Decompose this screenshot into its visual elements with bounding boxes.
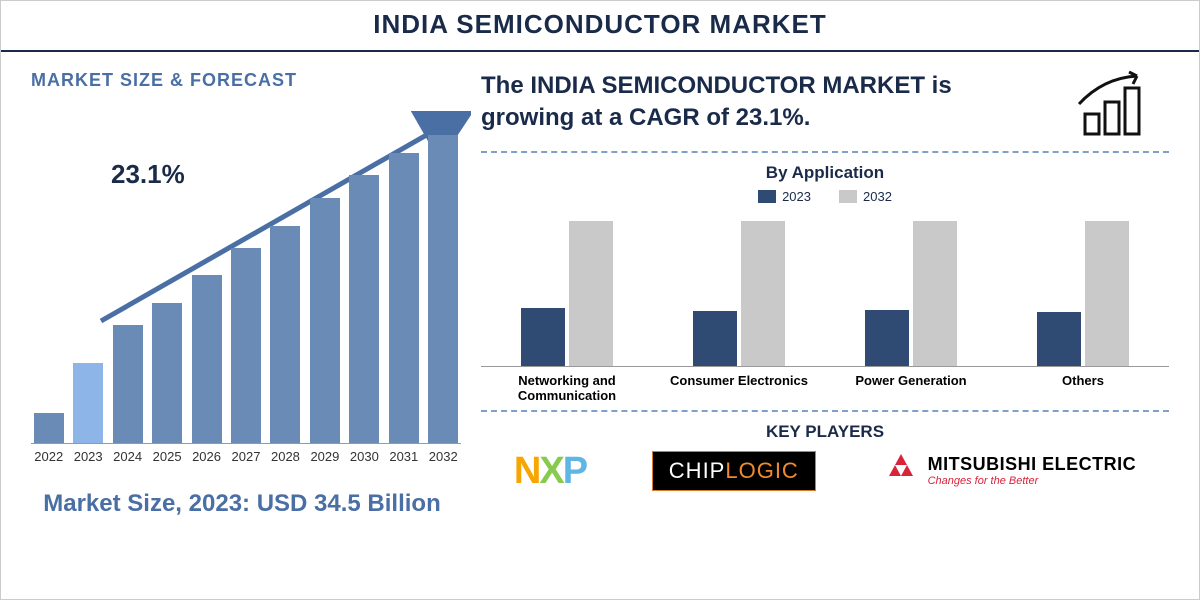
mitsubishi-text: MITSUBISHI ELECTRIC Changes for the Bett… bbox=[928, 455, 1137, 487]
app-bar-group bbox=[674, 221, 804, 366]
infographic-page: INDIA SEMICONDUCTOR MARKET MARKET SIZE &… bbox=[0, 0, 1200, 600]
mitsubishi-tagline: Changes for the Better bbox=[928, 475, 1137, 487]
app-bar-2023 bbox=[693, 311, 737, 366]
app-bar-2032 bbox=[569, 221, 613, 366]
forecast-year-label: 2031 bbox=[386, 449, 421, 471]
forecast-bar bbox=[73, 363, 103, 443]
app-category-label: Consumer Electronics bbox=[664, 374, 814, 404]
app-category-label: Others bbox=[1008, 374, 1158, 404]
forecast-bar bbox=[231, 248, 261, 443]
right-column: The INDIA SEMICONDUCTOR MARKET is growin… bbox=[471, 52, 1199, 600]
forecast-bar-col bbox=[228, 248, 263, 443]
forecast-year-label: 2032 bbox=[426, 449, 461, 471]
legend-item-2023: 2023 bbox=[758, 189, 811, 204]
forecast-bar bbox=[192, 275, 222, 443]
headline: The INDIA SEMICONDUCTOR MARKET is growin… bbox=[481, 70, 1021, 135]
mitsubishi-name: MITSUBISHI ELECTRIC bbox=[928, 455, 1137, 475]
forecast-bar bbox=[113, 325, 143, 443]
forecast-year-label: 2022 bbox=[31, 449, 66, 471]
app-bar-2032 bbox=[741, 221, 785, 366]
forecast-bar-col bbox=[70, 363, 105, 443]
forecast-bar-col bbox=[189, 275, 224, 443]
forecast-bar bbox=[349, 175, 379, 443]
app-bar-2023 bbox=[1037, 312, 1081, 366]
forecast-bar-col bbox=[386, 153, 421, 443]
forecast-heading: MARKET SIZE & FORECAST bbox=[31, 70, 453, 91]
by-app-category-labels: Networking and Communication Consumer Ele… bbox=[481, 374, 1169, 404]
forecast-year-label: 2023 bbox=[70, 449, 105, 471]
market-size-text: Market Size, 2023: USD 34.5 Billion bbox=[31, 489, 453, 519]
forecast-chart: 23.1% 2022202320242025202620272028202920… bbox=[31, 101, 461, 471]
separator-2 bbox=[481, 410, 1169, 412]
forecast-bar-col bbox=[307, 198, 342, 443]
forecast-bar-col bbox=[31, 413, 66, 443]
left-column: MARKET SIZE & FORECAST 23.1% 20222023202… bbox=[1, 52, 471, 600]
page-title: INDIA SEMICONDUCTOR MARKET bbox=[1, 9, 1199, 40]
headline-emph: INDIA SEMICONDUCTOR MARKET bbox=[530, 72, 925, 99]
legend-label-2032: 2032 bbox=[863, 189, 892, 204]
app-bar-2023 bbox=[521, 308, 565, 366]
key-players-logos: NXP CHIPLOGIC MITSUBISHI ELECTRIC Change… bbox=[481, 450, 1169, 493]
app-bar-2023 bbox=[865, 310, 909, 366]
nxp-p: P bbox=[563, 450, 586, 492]
forecast-bar bbox=[270, 226, 300, 443]
by-app-legend: 2023 2032 bbox=[481, 189, 1169, 204]
forecast-baseline bbox=[31, 443, 461, 444]
forecast-bar bbox=[310, 198, 340, 443]
title-band: INDIA SEMICONDUCTOR MARKET bbox=[1, 1, 1199, 52]
forecast-bar bbox=[34, 413, 64, 443]
chiplogic-chip: CHIP bbox=[669, 458, 726, 483]
forecast-bar bbox=[152, 303, 182, 443]
app-bar-group bbox=[502, 221, 632, 366]
forecast-bars bbox=[31, 123, 461, 443]
forecast-bar-col bbox=[268, 226, 303, 443]
by-app-bar-groups bbox=[481, 216, 1169, 366]
mitsubishi-logo: MITSUBISHI ELECTRIC Changes for the Bett… bbox=[882, 454, 1137, 488]
nxp-x: X bbox=[539, 450, 562, 492]
legend-swatch-2032 bbox=[839, 190, 857, 203]
forecast-year-label: 2025 bbox=[149, 449, 184, 471]
app-category-label: Power Generation bbox=[836, 374, 986, 404]
by-app-chart: Networking and Communication Consumer Ele… bbox=[481, 214, 1169, 404]
headline-prefix: The bbox=[481, 72, 530, 99]
forecast-xaxis: 2022202320242025202620272028202920302031… bbox=[31, 449, 461, 471]
key-players-heading: KEY PLAYERS bbox=[481, 422, 1169, 442]
separator-1 bbox=[481, 151, 1169, 153]
forecast-year-label: 2026 bbox=[189, 449, 224, 471]
mitsubishi-triangles-icon bbox=[882, 454, 920, 488]
nxp-n: N bbox=[514, 450, 539, 492]
forecast-year-label: 2030 bbox=[347, 449, 382, 471]
by-app-baseline bbox=[481, 366, 1169, 367]
columns: MARKET SIZE & FORECAST 23.1% 20222023202… bbox=[1, 52, 1199, 600]
forecast-bar-col bbox=[110, 325, 145, 443]
app-bar-2032 bbox=[1085, 221, 1129, 366]
forecast-bar bbox=[428, 135, 458, 443]
by-application-heading: By Application bbox=[481, 163, 1169, 183]
growth-chart-icon bbox=[1073, 70, 1163, 140]
legend-swatch-2023 bbox=[758, 190, 776, 203]
app-category-label: Networking and Communication bbox=[492, 374, 642, 404]
legend-label-2023: 2023 bbox=[782, 189, 811, 204]
forecast-year-label: 2028 bbox=[268, 449, 303, 471]
chiplogic-logo: CHIPLOGIC bbox=[652, 451, 816, 491]
app-bar-group bbox=[846, 221, 976, 366]
legend-item-2032: 2032 bbox=[839, 189, 892, 204]
forecast-bar bbox=[389, 153, 419, 443]
app-bar-2032 bbox=[913, 221, 957, 366]
chiplogic-logic: LOGIC bbox=[725, 458, 798, 483]
forecast-bar-col bbox=[347, 175, 382, 443]
forecast-year-label: 2027 bbox=[228, 449, 263, 471]
forecast-year-label: 2029 bbox=[307, 449, 342, 471]
forecast-bar-col bbox=[426, 135, 461, 443]
app-bar-group bbox=[1018, 221, 1148, 366]
forecast-year-label: 2024 bbox=[110, 449, 145, 471]
forecast-bar-col bbox=[149, 303, 184, 443]
nxp-logo: NXP bbox=[514, 450, 586, 493]
